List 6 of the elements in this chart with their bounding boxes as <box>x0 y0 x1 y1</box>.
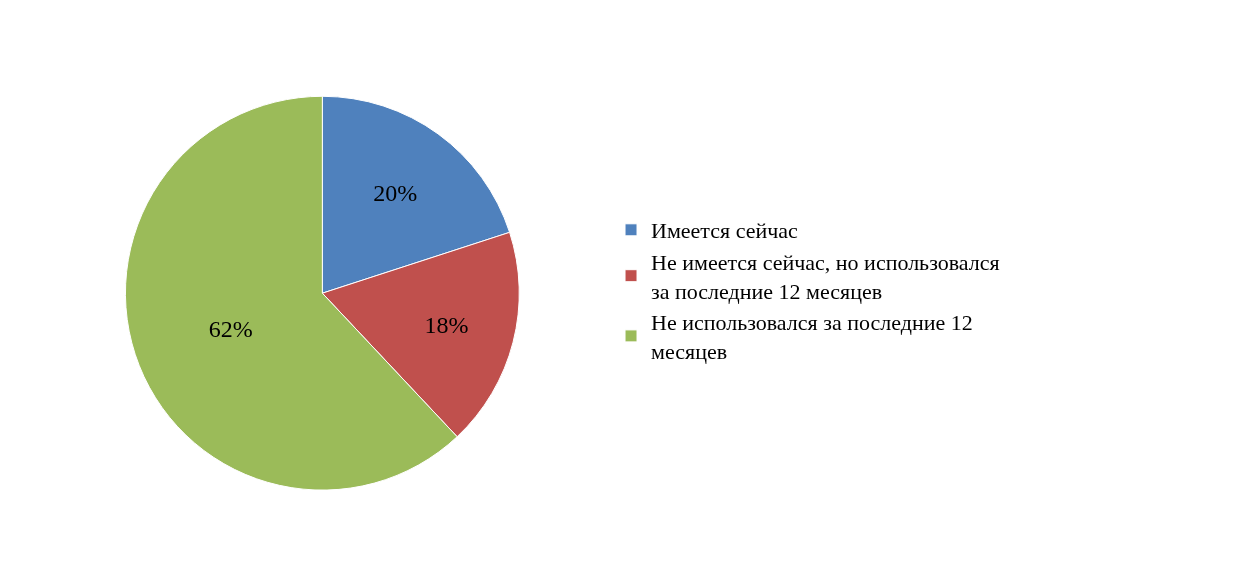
legend-label: Имеется сейчас <box>651 218 799 244</box>
data-label: 18% <box>424 312 469 339</box>
legend-label: Не использовался за последние 12 месяцев <box>651 310 973 364</box>
legend-label: Не имеется сейчас, но использовался за последние 12 месяцев <box>651 249 1000 304</box>
data-label: 20% <box>373 179 418 206</box>
data-label: 62% <box>208 316 253 343</box>
